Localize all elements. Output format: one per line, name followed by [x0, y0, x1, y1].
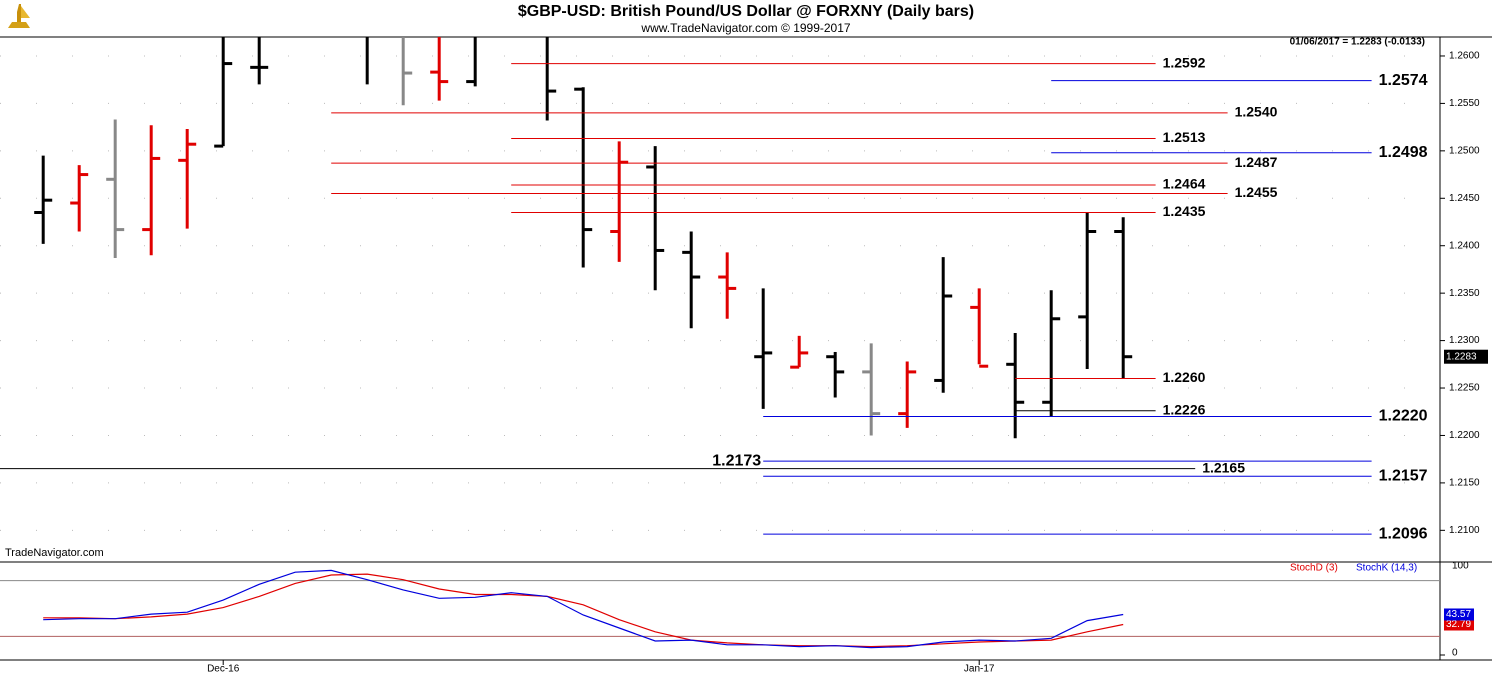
y-tick-label: 1.2400 [1449, 240, 1480, 251]
y-tick-label: 1.2500 [1449, 145, 1480, 156]
level-label: 1.2435 [1163, 203, 1206, 219]
y-tick-label: 1.2100 [1449, 525, 1480, 536]
price-header: 01/06/2017 = 1.2283 (-0.0133) [1290, 37, 1425, 48]
watermark: TradeNavigator.com [5, 547, 104, 559]
level-label: 1.2574 [1379, 72, 1428, 89]
price-bars [34, 37, 1133, 439]
y-tick-label: 1.2250 [1449, 383, 1480, 394]
level-label: 1.2157 [1379, 467, 1428, 484]
chart-title: $GBP-USD: British Pound/US Dollar @ FORX… [518, 3, 974, 20]
y-tick-label: 100 [1452, 561, 1469, 572]
level-label: 1.2096 [1379, 525, 1428, 542]
y-tick-label: 1.2600 [1449, 51, 1480, 62]
y-tick-label: 1.2550 [1449, 98, 1480, 109]
legend-label: StochK (14,3) [1356, 563, 1417, 574]
x-tick-label: Dec-16 [207, 664, 240, 675]
y-tick-label: 1.2150 [1449, 478, 1480, 489]
level-label: 1.2173 [712, 452, 761, 469]
level-label: 1.2260 [1163, 369, 1206, 385]
last-price-box [1444, 349, 1488, 364]
y-tick-label: 1.2200 [1449, 430, 1480, 441]
y-tick-label: 1.2300 [1449, 335, 1480, 346]
y-tick-label: 1.2350 [1449, 288, 1480, 299]
level-label: 1.2487 [1235, 154, 1278, 170]
level-label: 1.2226 [1163, 401, 1206, 417]
last-value-label: 43.57 [1446, 609, 1471, 620]
last-value-box [1444, 608, 1474, 621]
last-price-label: 1.2283 [1446, 351, 1477, 362]
logo [8, 4, 30, 28]
level-label: 1.2220 [1379, 408, 1428, 425]
level-label: 1.2498 [1379, 144, 1428, 161]
level-label: 1.2455 [1235, 184, 1278, 200]
x-tick-label: Jan-17 [964, 664, 995, 675]
y-tick-label: 1.2450 [1449, 193, 1480, 204]
chart-subtitle: www.TradeNavigator.com © 1999-2017 [640, 21, 850, 35]
level-label: 1.2513 [1163, 129, 1206, 145]
last-value-label: 32.79 [1446, 619, 1471, 630]
level-label: 1.2165 [1202, 459, 1245, 475]
last-value-box [1444, 618, 1474, 631]
level-label: 1.2464 [1163, 176, 1206, 192]
level-label: 1.2592 [1163, 54, 1206, 70]
stoch-line [43, 573, 1124, 648]
stoch-line [43, 569, 1124, 649]
legend-label: StochD (3) [1290, 563, 1338, 574]
y-tick-label: 0 [1452, 648, 1458, 659]
level-label: 1.2540 [1235, 104, 1278, 120]
